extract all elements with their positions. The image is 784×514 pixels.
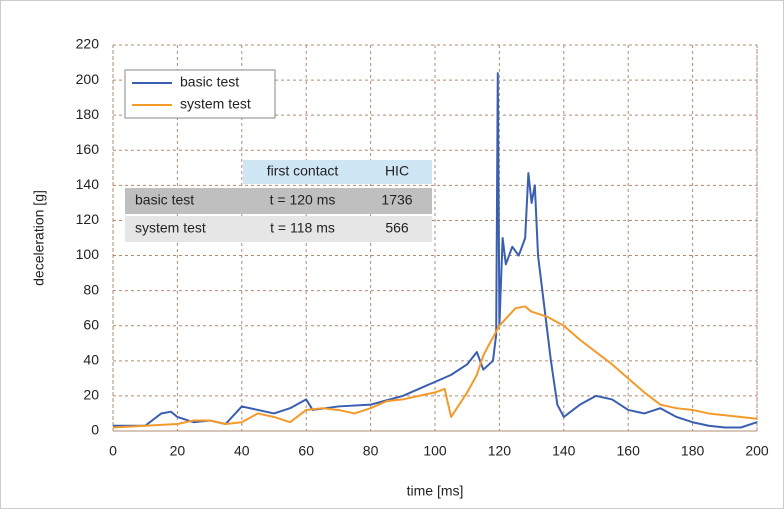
table-header-cell	[362, 160, 432, 184]
x-tick-label: 100	[423, 443, 447, 459]
y-tick-label: 120	[76, 211, 100, 227]
x-tick-label: 0	[109, 443, 117, 459]
table-row-label: system test	[135, 220, 206, 236]
x-tick-label: 140	[552, 443, 576, 459]
table-row	[125, 188, 432, 214]
y-tick-label: 0	[91, 422, 99, 438]
x-tick-label: 160	[617, 443, 641, 459]
x-tick-label: 180	[681, 443, 705, 459]
table-header-cell	[243, 160, 362, 184]
table-cell: 1736	[381, 192, 412, 208]
y-tick-label: 20	[83, 387, 99, 403]
table-cell: t = 120 ms	[270, 192, 336, 208]
x-tick-label: 80	[363, 443, 379, 459]
table-cell: 566	[385, 220, 409, 236]
table-row	[125, 216, 432, 242]
y-tick-label: 60	[83, 316, 99, 332]
table-row-label: basic test	[135, 192, 194, 208]
y-tick-label: 100	[76, 246, 100, 262]
x-tick-label: 200	[745, 443, 769, 459]
series-line	[112, 305, 758, 429]
y-axis-label: deceleration [g]	[31, 190, 47, 286]
x-tick-label: 60	[298, 443, 314, 459]
legend-label: system test	[180, 96, 251, 112]
x-tick-label: 120	[488, 443, 512, 459]
y-tick-label: 80	[83, 281, 99, 297]
table-cell: t = 118 ms	[270, 220, 335, 236]
y-tick-label: 220	[76, 36, 100, 52]
table-header: first contact	[267, 163, 339, 179]
table-header: HIC	[385, 163, 409, 179]
x-axis-label: time [ms]	[407, 483, 464, 499]
y-tick-label: 40	[83, 352, 99, 368]
y-tick-label: 200	[76, 71, 100, 87]
y-tick-label: 160	[76, 141, 100, 157]
legend	[124, 69, 276, 119]
y-tick-label: 180	[76, 106, 100, 122]
x-tick-label: 40	[234, 443, 250, 459]
legend-label: basic test	[180, 74, 239, 90]
x-tick-label: 20	[170, 443, 186, 459]
y-tick-label: 140	[76, 176, 100, 192]
